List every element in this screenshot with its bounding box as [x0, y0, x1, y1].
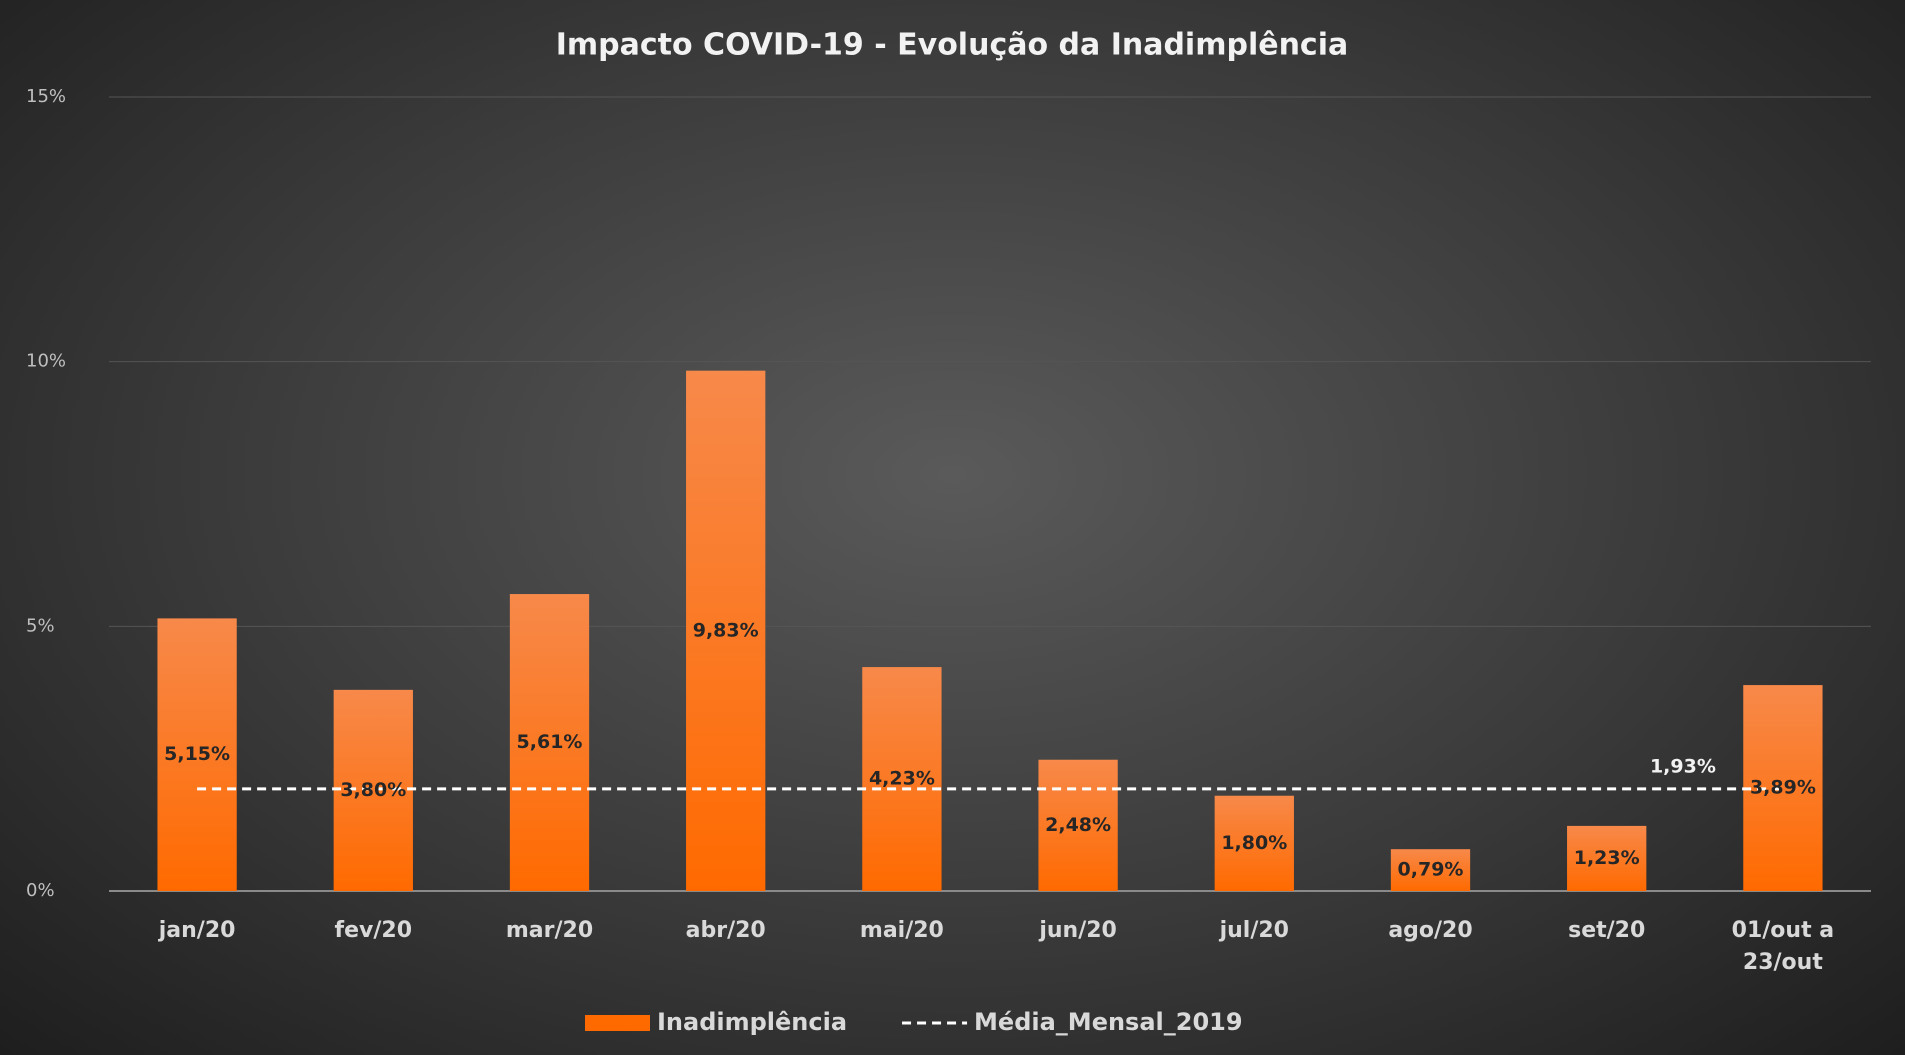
x-tick-label: jul/20 [1219, 918, 1289, 943]
x-tick-label: mai/20 [859, 918, 944, 943]
bar [1567, 825, 1647, 891]
data-label: 1,80% [1221, 832, 1287, 854]
bar [1390, 849, 1471, 891]
bar [1038, 759, 1118, 891]
bar [157, 618, 237, 891]
x-tick-label: ago/20 [1388, 918, 1473, 943]
data-label: 9,83% [693, 619, 759, 641]
data-label: 3,89% [1750, 777, 1816, 799]
x-tick-label: 01/out a 23/out [1731, 918, 1835, 975]
x-tick-label: set/20 [1568, 918, 1646, 943]
data-label: 4,23% [869, 768, 935, 790]
data-label: 3,80% [340, 779, 406, 801]
y-tick-label: 0% [26, 880, 55, 901]
x-tick-label: mar/20 [505, 918, 594, 943]
chart-title: Impacto COVID-19 - Evolução da Inadimplê… [556, 28, 1349, 63]
x-tick-label: fev/20 [334, 918, 413, 943]
bar [1214, 795, 1294, 891]
legend-swatch [585, 1015, 650, 1031]
data-label: 1,23% [1574, 847, 1640, 869]
bar [509, 594, 590, 891]
bar [1743, 685, 1823, 891]
y-tick-label: 5% [26, 615, 55, 636]
data-label: 0,79% [1398, 859, 1464, 881]
data-label: 5,61% [517, 731, 583, 753]
y-tick-label: 10% [26, 351, 66, 372]
data-label: 1,93% [1650, 755, 1716, 777]
legend-label: Média_Mensal_2019 [974, 1008, 1243, 1036]
bar [862, 667, 942, 891]
x-tick-label: jun/20 [1039, 918, 1117, 943]
y-tick-label: 15% [26, 86, 66, 107]
x-tick-label: abr/20 [685, 918, 766, 943]
data-label: 5,15% [164, 743, 230, 765]
bar [686, 370, 766, 891]
x-tick-label: jan/20 [158, 918, 236, 943]
legend-label: Inadimplência [657, 1008, 847, 1036]
data-label: 2,48% [1045, 814, 1111, 836]
bar [333, 689, 413, 891]
